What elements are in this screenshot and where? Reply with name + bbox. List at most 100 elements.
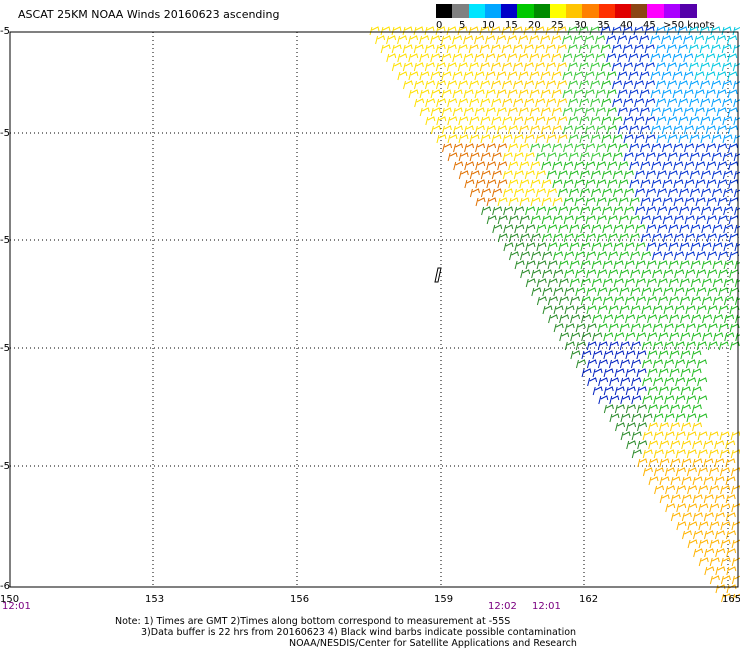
wind-barb <box>722 134 733 144</box>
wind-barb <box>690 224 701 234</box>
wind-barb <box>720 557 731 567</box>
wind-barb <box>622 26 633 36</box>
wind-barb <box>553 323 564 333</box>
wind-barb <box>630 287 641 297</box>
wind-barb <box>714 440 725 450</box>
wind-barb <box>441 53 452 63</box>
wind-barb <box>674 287 685 297</box>
wind-barb <box>652 269 663 279</box>
map-frame <box>9 31 739 588</box>
wind-barb <box>496 35 507 45</box>
wind-barb <box>607 233 618 243</box>
wind-barb <box>733 188 740 198</box>
wind-barb <box>584 125 595 135</box>
wind-barb <box>568 188 579 198</box>
wind-barb <box>584 89 595 99</box>
wind-barb <box>536 260 547 270</box>
legend-swatch <box>549 4 567 18</box>
wind-barb <box>553 251 563 261</box>
wind-barb <box>644 62 655 72</box>
wind-barb <box>480 152 491 162</box>
wind-barb <box>667 170 678 180</box>
wind-barb <box>681 458 692 468</box>
wind-barb <box>595 125 606 135</box>
wind-barb <box>601 134 612 144</box>
wind-barb <box>666 80 677 90</box>
wind-barb <box>722 116 733 126</box>
wind-barb <box>501 44 512 54</box>
wind-barb <box>690 278 701 288</box>
wind-barb <box>602 206 613 216</box>
wind-barb <box>574 197 585 207</box>
lon-label: 156 <box>290 594 310 605</box>
wind-barb <box>558 296 569 306</box>
wind-barb <box>695 179 706 189</box>
wind-barb <box>435 26 446 36</box>
wind-barb <box>430 35 441 45</box>
wind-barb <box>721 62 732 72</box>
wind-barb <box>650 53 661 63</box>
wind-barb <box>728 161 739 171</box>
wind-barb <box>463 35 474 45</box>
wind-barb <box>672 53 683 63</box>
wind-barb <box>475 143 486 153</box>
wind-barb <box>651 233 662 243</box>
wind-barb <box>413 62 424 72</box>
legend-swatch <box>436 4 453 18</box>
wind-barb <box>542 251 552 261</box>
wind-barb <box>474 35 485 45</box>
wind-barb <box>625 404 636 414</box>
wind-barb <box>664 395 675 405</box>
wind-barb <box>552 143 563 153</box>
wind-barb <box>518 71 529 81</box>
wind-barb <box>658 314 669 324</box>
wind-barb <box>620 377 631 387</box>
wind-barb <box>589 80 600 90</box>
wind-barb <box>485 89 496 99</box>
wind-barb <box>601 170 612 180</box>
wind-barb <box>474 71 485 81</box>
wind-barb <box>664 467 675 477</box>
wind-barb <box>657 260 668 270</box>
wind-barb <box>580 242 591 252</box>
wind-barb <box>507 35 518 45</box>
wind-barb <box>529 125 540 135</box>
wind-barb <box>642 395 653 405</box>
legend-label: 45 <box>643 20 656 31</box>
wind-barb <box>697 467 708 477</box>
wind-barb <box>523 26 534 36</box>
wind-barb <box>664 449 675 459</box>
wind-barb <box>479 80 490 90</box>
wind-barb <box>501 62 512 72</box>
wind-barb <box>664 413 675 423</box>
wind-barb <box>592 368 603 378</box>
legend-swatch <box>631 4 648 18</box>
wind-barb <box>536 206 547 216</box>
wind-barb <box>619 323 630 333</box>
wind-barb <box>701 206 712 216</box>
wind-barb <box>721 26 732 36</box>
wind-barb <box>658 332 669 342</box>
wind-barb <box>568 98 579 108</box>
wind-barb <box>595 71 606 81</box>
wind-barb <box>723 206 734 216</box>
wind-barb <box>720 521 731 531</box>
wind-barb <box>518 107 529 117</box>
wind-barb <box>716 35 727 45</box>
wind-barb <box>457 62 468 72</box>
wind-barb <box>642 467 653 477</box>
wind-barb <box>430 89 441 99</box>
wind-barb <box>557 116 568 126</box>
wind-barb <box>519 215 530 225</box>
legend-swatch <box>517 4 534 18</box>
wind-barb <box>562 89 573 99</box>
legend-label: 25 <box>551 20 564 31</box>
wind-barb <box>629 161 640 171</box>
wind-barb <box>672 107 683 117</box>
wind-barb <box>692 440 703 450</box>
wind-barb <box>617 89 628 99</box>
wind-barb <box>634 98 645 108</box>
wind-barb <box>696 251 706 261</box>
wind-barb <box>667 188 678 198</box>
wind-barb <box>617 53 628 63</box>
